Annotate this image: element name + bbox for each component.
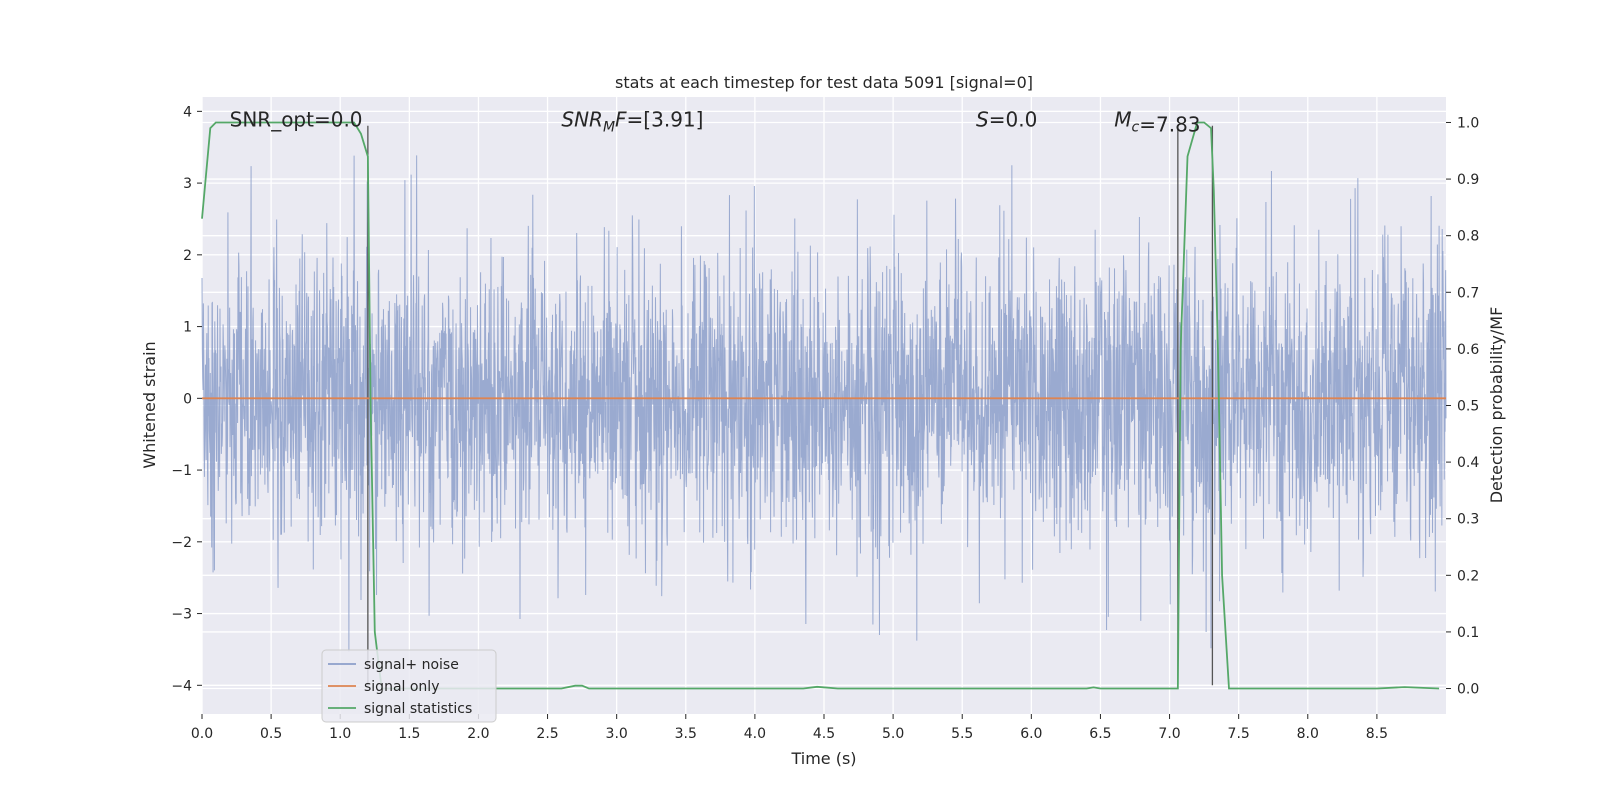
yr-tick-label-6: 0.4 — [1457, 455, 1479, 471]
x-tick-label-9: 4.5 — [813, 726, 835, 742]
yr-tick-label-1: 0.9 — [1457, 172, 1479, 188]
x-tick-label-5: 2.5 — [536, 726, 558, 742]
legend: signal+ noise signal only signal statistic… — [321, 649, 497, 723]
x-tick-label-10: 5.0 — [882, 726, 904, 742]
x-tick-label-3: 1.5 — [398, 726, 420, 742]
annotation-3: Mc=7.83 — [1114, 108, 1200, 137]
yl-tick-label-6: −2 — [171, 535, 192, 551]
x-tick-label-7: 3.5 — [675, 726, 697, 742]
yr-tick-label-0: 1.0 — [1457, 115, 1479, 131]
series-line-signal-statistics — [201, 121, 1440, 690]
x-tick-label-8: 4.0 — [744, 726, 766, 742]
yr-tick-label-9: 0.1 — [1457, 625, 1479, 641]
yl-tick-label-1: 3 — [183, 176, 192, 192]
y-axis-label-right: Detection probability/MF — [1487, 307, 1506, 504]
yl-tick-label-0: 4 — [183, 104, 192, 120]
series-lines — [201, 121, 1446, 690]
x-tick-label-1: 0.5 — [260, 726, 282, 742]
x-tick-label-4: 2.0 — [467, 726, 489, 742]
x-tick-label-14: 7.0 — [1158, 726, 1180, 742]
x-tick-label-13: 6.5 — [1089, 726, 1111, 742]
yl-tick-label-7: −3 — [171, 607, 192, 623]
yr-tick-label-4: 0.6 — [1457, 342, 1479, 358]
yr-tick-label-8: 0.2 — [1457, 568, 1479, 584]
yl-tick-label-3: 1 — [183, 320, 192, 336]
annotation-1: SNRMF=[3.91] — [561, 108, 703, 136]
x-tick-label-6: 3.0 — [606, 726, 628, 742]
y-axis-label-left: Whitened strain — [140, 341, 159, 468]
legend-box — [321, 649, 497, 723]
series-signal-noise — [201, 155, 1447, 652]
yr-tick-label-5: 0.5 — [1457, 399, 1479, 415]
x-tick-label-2: 1.0 — [329, 726, 351, 742]
ticks: 0.0 0.5 1.0 1.5 2.0 2.5 3.0 3.5 4.0 4.5 5.0 5.5 6.0 6… — [171, 104, 1479, 742]
yr-tick-label-2: 0.8 — [1457, 229, 1479, 245]
legend-label-2: signal statistics — [364, 701, 472, 717]
annotation-2: S=0.0 — [976, 108, 1037, 132]
yl-tick-label-5: −1 — [171, 463, 192, 479]
yl-tick-label-8: −4 — [171, 678, 192, 694]
x-tick-label-15: 7.5 — [1228, 726, 1250, 742]
yr-tick-label-7: 0.3 — [1457, 512, 1479, 528]
x-axis-label: Time (s) — [790, 749, 856, 768]
yr-tick-label-3: 0.7 — [1457, 285, 1479, 301]
x-tick-label-12: 6.0 — [1020, 726, 1042, 742]
legend-label-0: signal+ noise — [364, 657, 459, 673]
annotation-0: SNR_opt=0.0 — [230, 108, 363, 132]
x-tick-label-17: 8.5 — [1366, 726, 1388, 742]
yr-tick-label-10: 0.0 — [1457, 682, 1479, 698]
x-tick-label-0: 0.0 — [191, 726, 213, 742]
yl-tick-label-4: 0 — [183, 391, 192, 407]
annotations: SNR_opt=0.0 SNRMF=[3.91] S=0.0 Mc=7.83 — [230, 108, 1201, 137]
x-tick-label-16: 8.0 — [1297, 726, 1319, 742]
signal-noise-line — [201, 155, 1447, 652]
x-tick-label-11: 5.5 — [951, 726, 973, 742]
chart-title: stats at each timestep for test data 509… — [615, 73, 1033, 92]
yl-tick-label-2: 2 — [183, 248, 192, 264]
legend-label-1: signal only — [364, 679, 439, 695]
